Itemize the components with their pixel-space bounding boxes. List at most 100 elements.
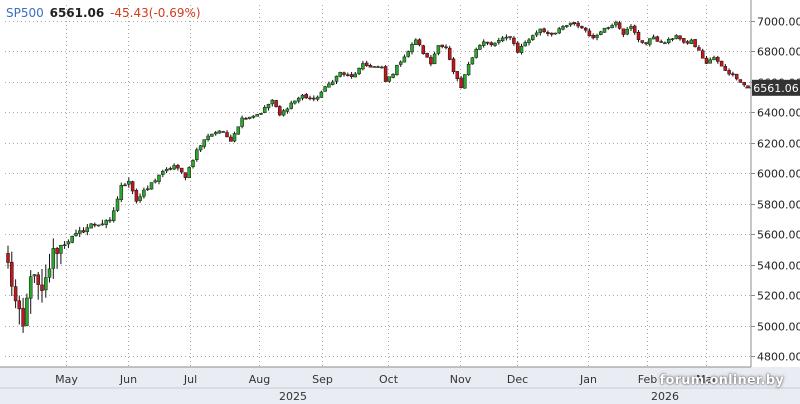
candle-body <box>289 102 293 109</box>
candle-body <box>161 171 165 175</box>
candle-body <box>508 36 512 38</box>
candle-body <box>187 167 191 179</box>
candle-body <box>296 97 301 102</box>
candle-body <box>364 62 369 66</box>
candle-body <box>534 32 539 36</box>
candle-body <box>474 48 478 58</box>
candle-body <box>202 139 207 147</box>
candle-body <box>285 108 290 112</box>
candle-body <box>583 27 588 31</box>
candle-body <box>198 145 203 151</box>
candle-body <box>115 198 120 211</box>
candle-body <box>191 160 195 167</box>
candle-body <box>123 184 127 187</box>
candle-body <box>221 131 225 133</box>
last-price-tag-label: 6561.06 <box>753 82 799 95</box>
candle-body <box>251 115 256 118</box>
candle-body <box>270 99 275 105</box>
time-axis: May Jun Jul Aug Sep Oct Nov Dec Jan Feb Mar 2025 202… <box>55 373 717 403</box>
candle-body <box>651 36 656 40</box>
grid-lines <box>5 5 750 367</box>
candle-body <box>259 113 263 115</box>
candle-body <box>478 45 482 50</box>
candle-body <box>455 71 460 79</box>
candle-body <box>372 66 376 68</box>
candle-body <box>655 36 660 42</box>
candle-body <box>632 25 637 33</box>
candle-body <box>410 44 414 53</box>
candle-body <box>225 132 229 138</box>
candle-body <box>217 130 222 134</box>
candle-body <box>515 42 520 53</box>
candle-body <box>349 74 354 77</box>
candle-body <box>195 149 199 160</box>
candle-body <box>504 36 509 39</box>
candle-body <box>682 38 686 43</box>
candle-body <box>100 223 105 226</box>
candle-body <box>357 67 361 75</box>
candle-body <box>13 286 18 302</box>
watermark: forum.onliner.by <box>659 373 784 388</box>
candle-body <box>210 133 214 137</box>
candle-body <box>731 73 735 76</box>
candle-body <box>255 113 259 117</box>
candle-body <box>614 21 618 26</box>
y-tick-label: 5000.00 <box>757 321 800 334</box>
candle-body <box>308 97 312 100</box>
candle-body <box>342 72 346 75</box>
month-label: Dec <box>507 373 528 386</box>
candle-body <box>542 28 546 32</box>
candle-body <box>440 44 444 47</box>
month-label: Jun <box>119 373 137 386</box>
candle-body <box>28 276 33 299</box>
candle-body <box>708 59 712 64</box>
y-tick-label: 5400.00 <box>757 260 800 273</box>
month-label: Oct <box>379 373 399 386</box>
candle-body <box>489 42 494 46</box>
month-label: Jan <box>579 373 597 386</box>
y-tick-label: 5800.00 <box>757 199 800 212</box>
candle-body <box>610 25 614 28</box>
candle-body <box>108 219 112 222</box>
candle-body <box>636 31 641 40</box>
candle-body <box>700 50 705 59</box>
candle-body <box>727 70 731 75</box>
candle-body <box>395 64 399 76</box>
candle-body <box>561 26 565 30</box>
candle-body <box>93 223 97 226</box>
candle-body <box>168 168 173 170</box>
candle-body <box>591 35 595 39</box>
time-axis-band <box>0 367 800 404</box>
candle-body <box>32 274 37 277</box>
candle-body <box>436 45 441 54</box>
last-price-label: 6561.06 <box>49 6 105 20</box>
candle-body <box>568 22 573 26</box>
candle-body <box>644 42 648 45</box>
candle-body <box>576 22 580 27</box>
candle-body <box>742 82 746 86</box>
candle-body <box>674 35 679 39</box>
candle-body <box>697 47 701 51</box>
symbol-label[interactable]: SP500 <box>6 6 44 20</box>
candle-body <box>278 106 282 116</box>
candle-body <box>580 26 584 29</box>
candle-body <box>262 107 267 113</box>
candle-body <box>625 28 629 35</box>
candle-body <box>538 28 543 34</box>
candle-body <box>176 165 180 169</box>
y-tick-label: 6000.00 <box>757 168 800 181</box>
candle-body <box>274 100 278 107</box>
candle-body <box>142 189 146 197</box>
candle-body <box>183 172 188 178</box>
candle-body <box>36 274 40 285</box>
candle-body <box>629 26 633 29</box>
candle-body <box>6 253 10 263</box>
candle-body <box>617 22 622 29</box>
candle-body <box>338 72 342 77</box>
candle-body <box>621 28 626 35</box>
candle-body <box>47 268 52 278</box>
candle-body <box>77 230 82 234</box>
candle-body <box>62 244 67 246</box>
candle-body <box>85 227 90 232</box>
